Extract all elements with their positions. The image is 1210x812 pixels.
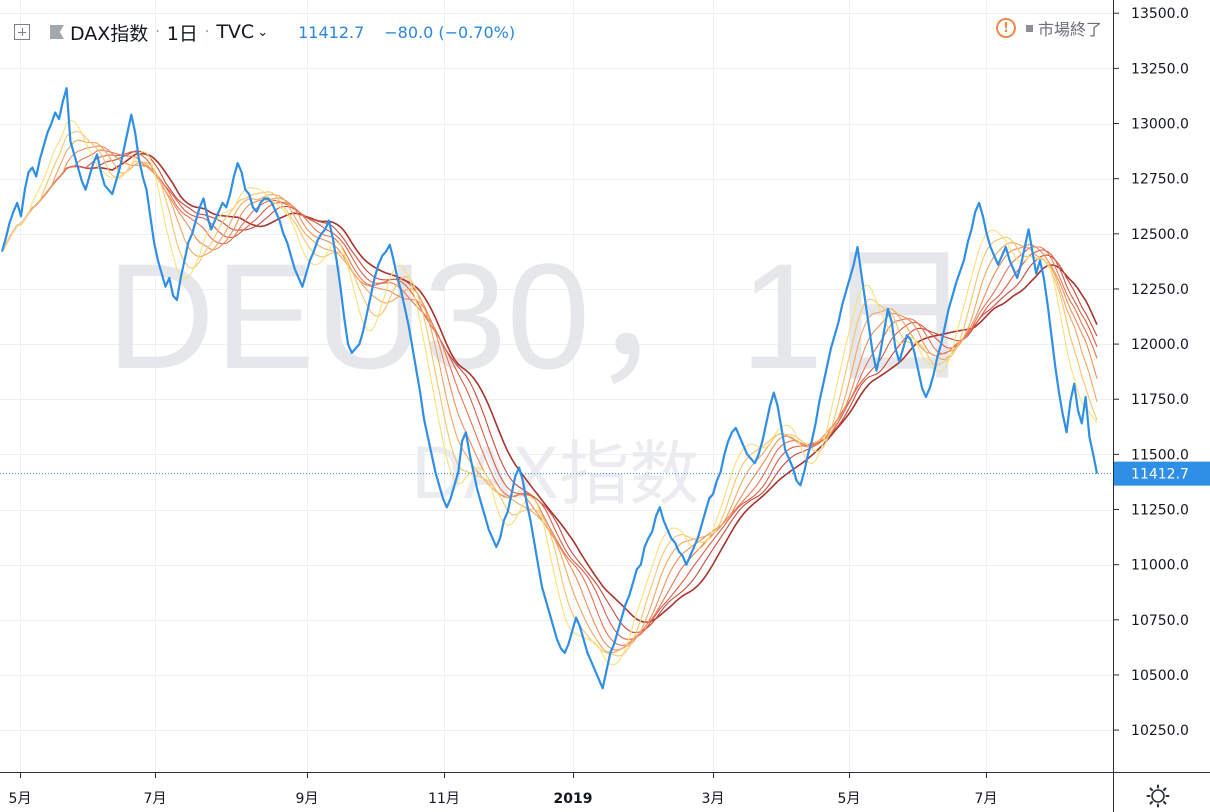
- last-price: 11412.7: [298, 22, 365, 42]
- separator-dot: ·: [155, 24, 160, 40]
- time-tick-label: 11月: [428, 791, 460, 807]
- price-tick-label: 10250.0: [1131, 723, 1189, 739]
- chevron-down-icon[interactable]: ⌄: [257, 24, 269, 40]
- time-tick-label: 7月: [144, 791, 167, 807]
- last-price-badge: 11412.7: [1114, 461, 1210, 486]
- price-tick-label: 12250.0: [1131, 282, 1189, 298]
- watermark-symbol: DEU30，1日: [107, 232, 974, 400]
- price-tick-label: 13000.0: [1131, 117, 1189, 133]
- price-tick-label: 12500.0: [1131, 227, 1189, 243]
- price-tick-label: 11500.0: [1131, 447, 1189, 463]
- expand-icon[interactable]: [14, 24, 30, 40]
- ma-line: [1, 152, 1098, 624]
- time-tick-label: 5月: [9, 791, 32, 807]
- price-tick-label: 10500.0: [1131, 668, 1189, 684]
- last-price-label: 11412.7: [1131, 467, 1189, 483]
- price-axis-bg[interactable]: [1114, 0, 1210, 772]
- price-tick-label: 11250.0: [1131, 503, 1189, 519]
- price-change: −80.0 (−0.70%): [384, 22, 516, 42]
- price-tick-label: 11750.0: [1131, 392, 1189, 408]
- price-tick-label: 11000.0: [1131, 558, 1189, 574]
- status-dot-icon: [1025, 24, 1033, 32]
- time-tick-label: 9月: [296, 791, 319, 807]
- interval-label[interactable]: 1日: [166, 22, 198, 45]
- time-tick-label: 5月: [838, 791, 861, 807]
- price-series: [0, 87, 1099, 690]
- time-tick-label: 2019: [554, 791, 593, 807]
- symbol-header: DAX指数 · 1日 · TVC ⌄ 11412.7 −80.0 (−0.70%…: [14, 17, 515, 47]
- ma-line: [1, 149, 1098, 646]
- time-axis-ticks: 5月 7月 9月 11月 2019 3月 5月 7月: [9, 772, 998, 807]
- market-status-text: 市場終了: [1037, 20, 1102, 39]
- ma-line: [1, 119, 1098, 666]
- price-tick-label: 13500.0: [1131, 6, 1189, 22]
- settings-gear-icon[interactable]: [1146, 784, 1170, 808]
- price-tick-label: 10750.0: [1131, 613, 1189, 629]
- price-line: [0, 87, 1099, 690]
- ma-ribbon: [1, 119, 1098, 666]
- symbol-name[interactable]: DAX指数: [70, 22, 149, 45]
- time-tick-label: 3月: [702, 791, 725, 807]
- time-tick-label: 7月: [975, 791, 998, 807]
- price-tick-label: 12750.0: [1131, 172, 1189, 188]
- market-status: ! 市場終了: [995, 16, 1102, 40]
- ma-line: [1, 151, 1098, 641]
- price-axis-ticks: 10250.0 10500.0 10750.0 11000.0 11250.0 11500…: [1113, 6, 1189, 739]
- ma-line: [1, 150, 1098, 634]
- flag-icon: [50, 25, 64, 39]
- warning-icon[interactable]: !: [995, 18, 1016, 38]
- exchange-label[interactable]: TVC: [216, 21, 255, 43]
- price-tick-label: 12000.0: [1131, 337, 1189, 353]
- price-tick-label: 13250.0: [1131, 61, 1189, 77]
- separator-dot: ·: [204, 24, 210, 40]
